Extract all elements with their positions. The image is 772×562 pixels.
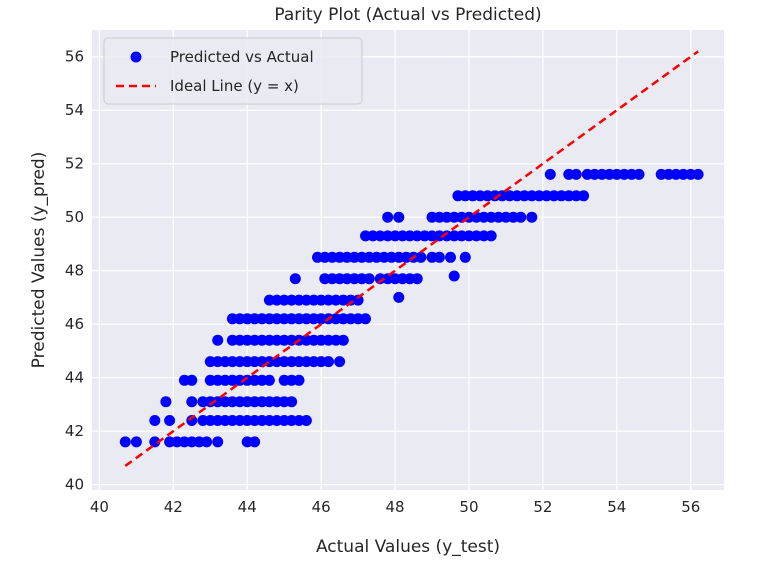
y-tick-label: 46 [65,315,84,333]
data-point [293,374,305,386]
x-tick-label: 50 [459,498,478,516]
data-point [186,415,198,426]
chart-title: Parity Plot (Actual vs Predicted) [274,5,541,25]
data-point [186,374,198,386]
data-point [360,313,371,325]
y-axis-label: Predicted Values (y_pred) [29,152,49,369]
data-point [300,415,312,426]
legend-box [103,37,363,105]
x-tick-label: 40 [90,498,109,516]
x-tick-label: 56 [681,498,700,516]
x-tick-label: 46 [312,498,331,516]
data-point [286,396,298,408]
data-point [164,415,176,426]
y-tick-label: 44 [65,369,84,387]
data-point [363,273,375,285]
data-point [459,251,471,263]
y-tick-label: 40 [65,476,84,494]
data-point [201,436,213,448]
data-point [119,436,131,448]
legend-marker-points [130,51,142,63]
data-point [515,211,527,223]
data-point [130,436,142,448]
data-point [411,273,423,285]
y-tick-label: 50 [65,208,84,226]
data-point [393,291,405,303]
data-point [334,356,346,368]
ideal-line-group [124,50,699,467]
y-tick-label: 56 [65,48,84,66]
data-point [186,396,198,408]
data-point [578,190,590,202]
scatter-points [119,168,704,448]
data-point [160,396,172,408]
data-point [212,436,224,448]
x-tick-label: 42 [164,498,183,516]
legend-label-ideal-line: Ideal Line (y = x) [170,77,299,95]
x-axis-label: Actual Values (y_test) [316,537,500,557]
x-tick-label: 48 [386,498,405,516]
data-point [544,168,556,180]
data-point [382,211,394,223]
x-tick-label: 54 [607,498,626,516]
data-point [448,270,460,282]
data-point [633,168,645,180]
legend: Predicted vs Actual Ideal Line (y = x) [103,37,363,105]
data-point [415,251,427,263]
data-point [249,436,261,448]
data-point [149,436,161,448]
data-point [149,415,161,426]
legend-label-points: Predicted vs Actual [170,48,314,66]
data-point [212,334,224,346]
y-tick-label: 42 [65,422,84,440]
data-point [323,356,334,368]
x-tick-label: 44 [238,498,257,516]
data-point [692,168,704,180]
data-point [485,230,497,242]
y-tick-label: 52 [65,155,84,173]
grid-lines [92,30,724,490]
y-tick-label: 54 [65,101,84,119]
data-point [337,334,349,346]
data-point [445,251,456,263]
data-point [526,211,538,223]
y-tick-label: 48 [65,262,84,280]
x-tick-label: 52 [533,498,552,516]
data-point [570,168,582,180]
tick-labels: 40 42 44 46 48 50 52 54 56 40 42 44 46 48 50 52 54 56 [65,48,700,516]
data-point [393,211,405,223]
data-point [289,273,301,285]
data-point [352,294,364,306]
data-point [263,374,275,386]
ideal-line [124,50,699,467]
data-point [433,251,445,263]
